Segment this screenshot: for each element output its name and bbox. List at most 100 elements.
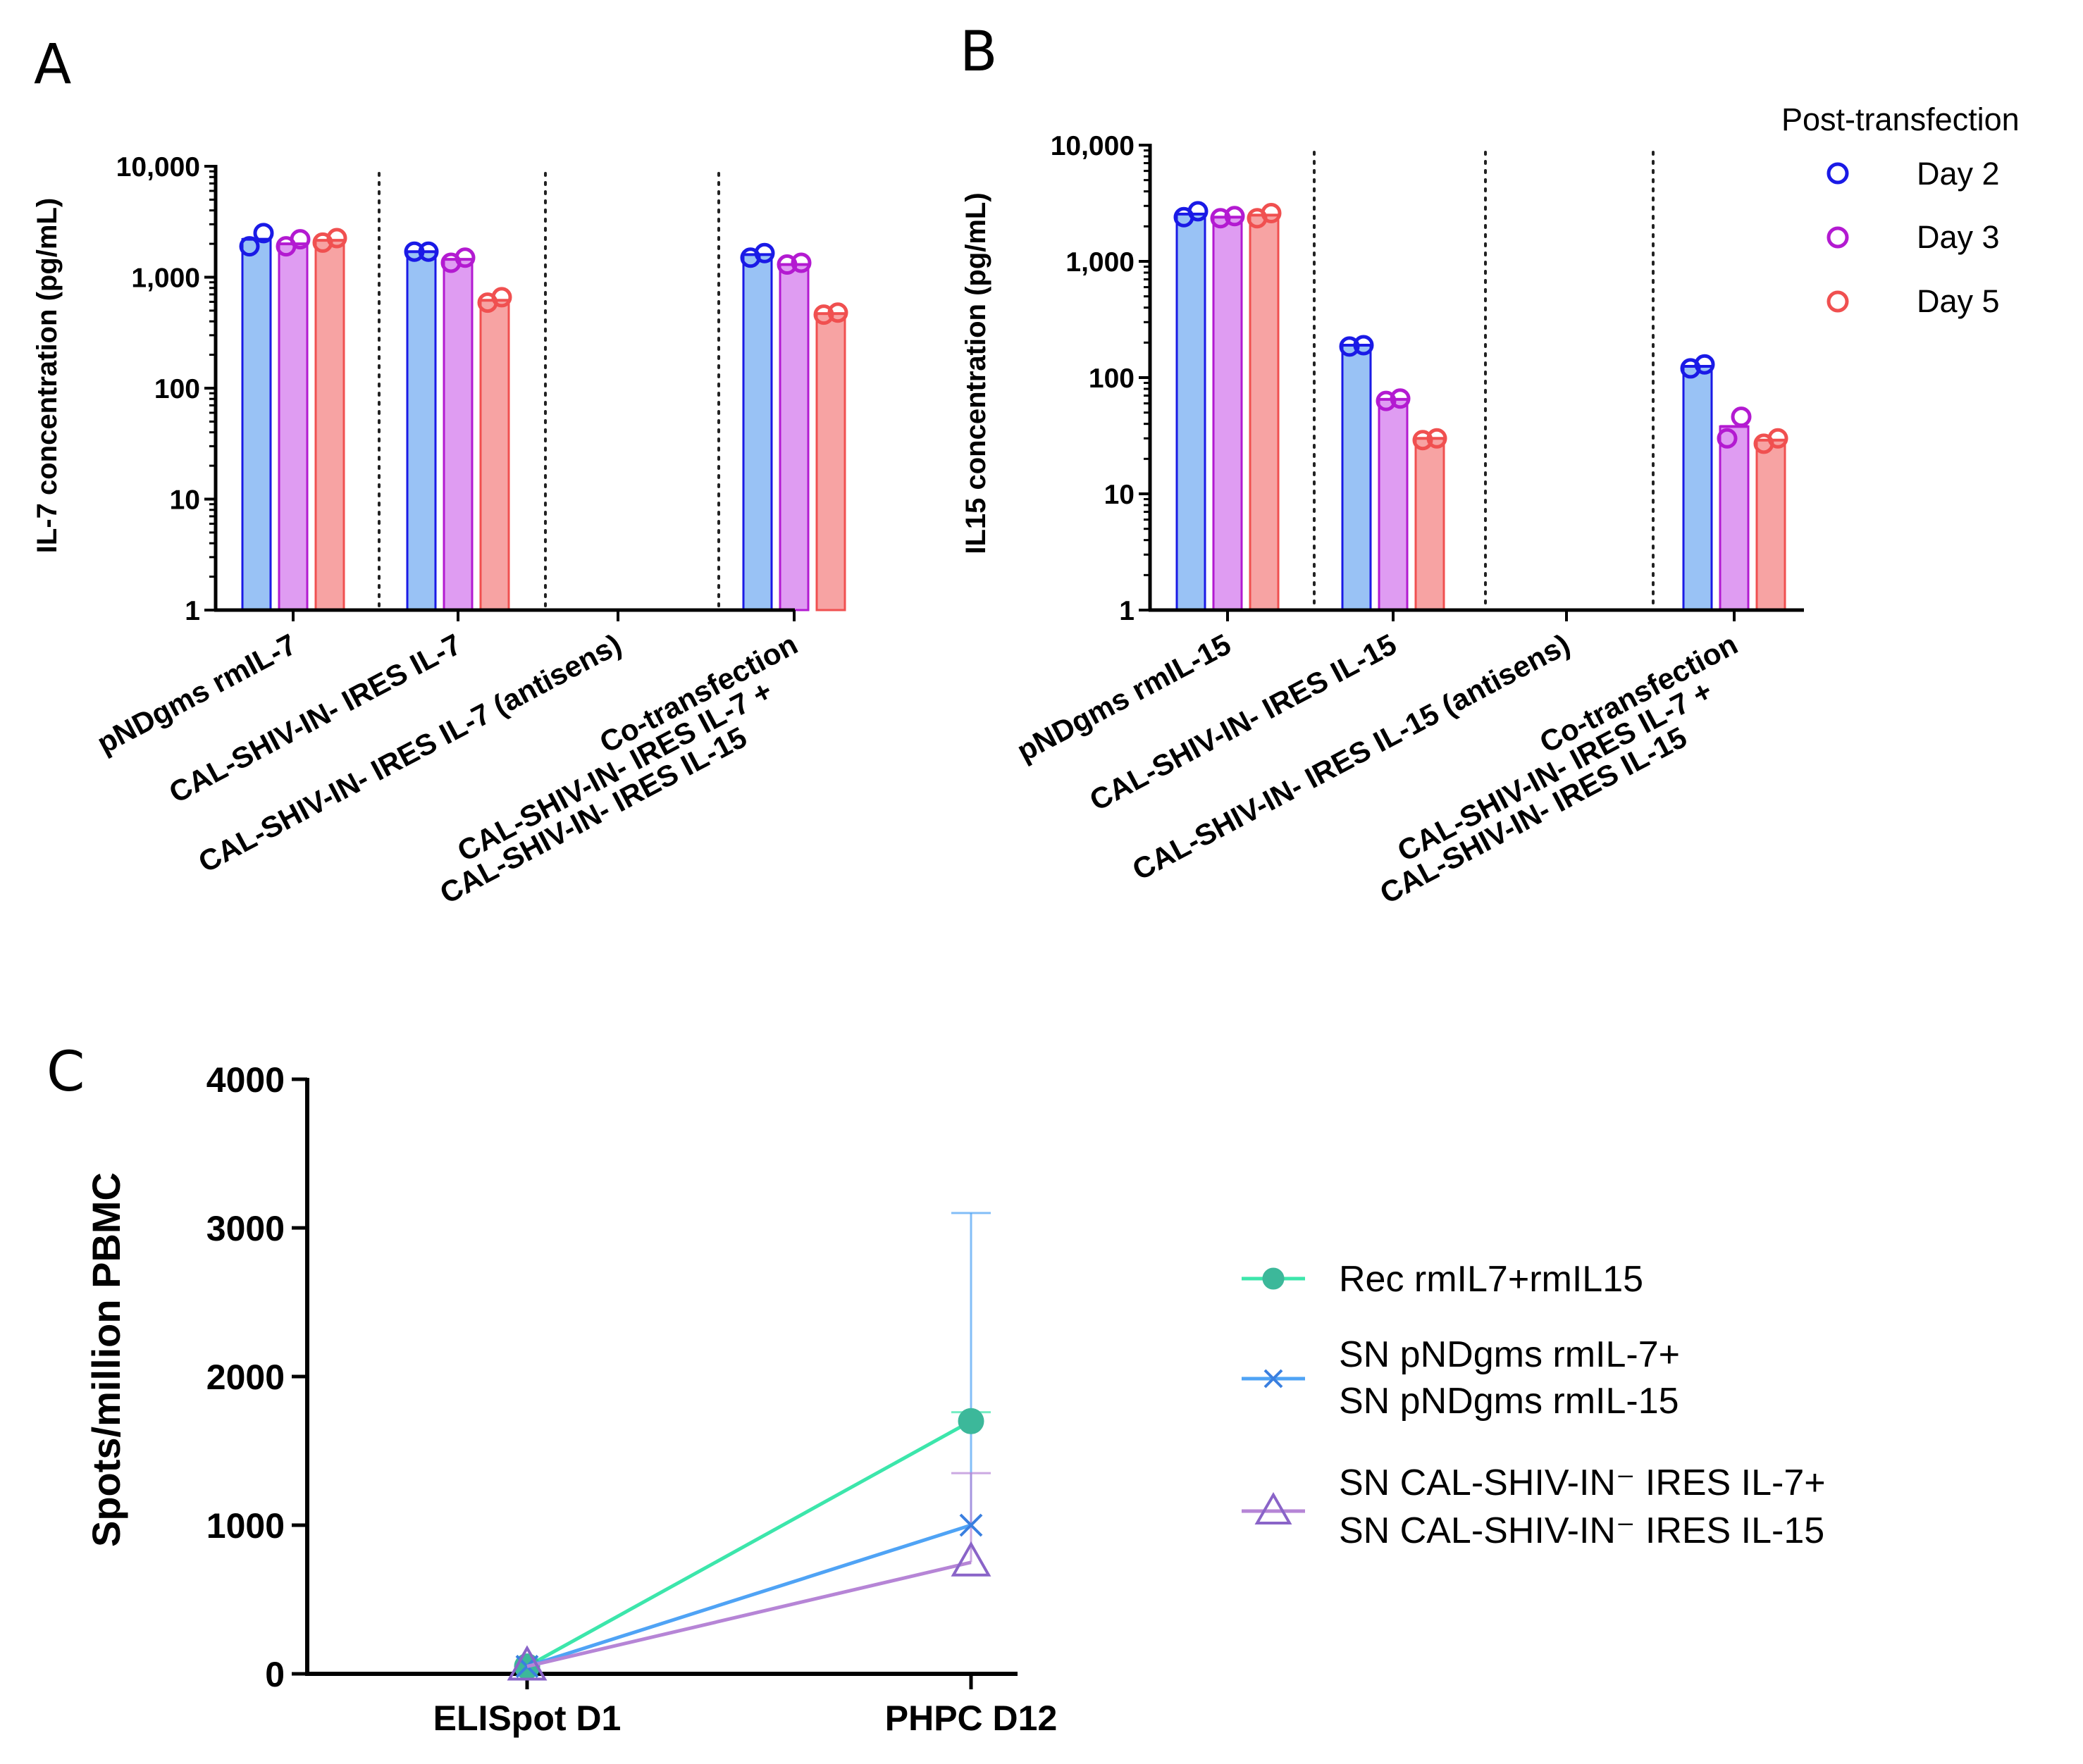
legend-day5-marker: [1827, 290, 1849, 313]
a-category-label: CAL-SHIV-IN- IRES IL-15: [435, 720, 753, 909]
legend-c-snpnd-label-line1: SN pNDgms rmIL-7+: [1339, 1334, 1680, 1375]
b-bar-day5: [1414, 437, 1445, 611]
legend-panel-c: Rec rmIL7+rmIL15 SN pNDgms rmIL-7+ SN pN…: [1242, 1259, 1826, 1551]
c-y-tick-label: 3000: [206, 1209, 285, 1248]
legend-c-snpnd-marker: [1263, 1369, 1283, 1389]
b-point-day3: [1224, 206, 1245, 227]
c-series-line-snpnd: [526, 1523, 972, 1668]
b-point-day2: [1694, 354, 1715, 375]
b-bar-day5: [1755, 439, 1786, 611]
legend-day5-label: Day 5: [1917, 283, 2000, 319]
b-y-tick-label: 10: [1104, 480, 1135, 510]
b-y-tick-label: 10,000: [1051, 131, 1135, 161]
c-point-snpnd: [959, 1513, 983, 1537]
c-series-line-sncal: [526, 1560, 972, 1668]
c-y-tick-label: 1000: [206, 1506, 285, 1546]
legend-title: Post-transfection: [1781, 101, 2020, 137]
legend-day2-label: Day 2: [1917, 156, 2000, 192]
b-point-day2: [1339, 336, 1360, 357]
a-category-label: CAL-SHIV-IN- IRES IL-7: [163, 627, 466, 809]
a-bar-day5: [815, 312, 846, 611]
a-point-day2: [239, 236, 260, 257]
b-point-day5: [1412, 430, 1433, 451]
panel-a-chart: IL-7 concentration (pg/mL) 1 10 100 1,000 10…: [32, 152, 848, 910]
b-bar-day3: [1378, 398, 1409, 611]
a-point-day5: [491, 287, 512, 308]
b-point-day3: [1731, 406, 1752, 428]
a-bar-day2: [241, 238, 272, 611]
panel-letter-b: B: [960, 20, 998, 84]
legend-c-snpnd-label-line2: SN pNDgms rmIL-15: [1339, 1381, 1679, 1422]
a-point-day2: [404, 241, 425, 262]
c-y-tick-label: 0: [265, 1655, 285, 1694]
panel-b-chart: IL15 concentration (pg/mL) 1 10 100 1,000 10…: [960, 131, 1804, 910]
b-bar-day2: [1175, 213, 1206, 611]
a-point-day2: [418, 241, 439, 262]
b-point-day3: [1390, 388, 1411, 409]
c-y-tick-label: 4000: [206, 1060, 285, 1100]
a-bar-day3: [278, 242, 309, 611]
b-point-day3: [1210, 208, 1231, 229]
legend-c-rec-marker: [1262, 1267, 1285, 1290]
a-bar-day5: [479, 299, 510, 611]
c-point-sncal: [951, 1541, 991, 1577]
panel-a-y-axis-label: IL-7 concentration (pg/mL): [32, 198, 63, 553]
c-series-line-rec: [526, 1420, 972, 1668]
b-bar-day2: [1682, 365, 1713, 611]
a-y-tick-label: 1,000: [131, 263, 200, 294]
panel-c-y-axis-label: Spots/million PBMC: [84, 1172, 128, 1547]
b-point-day2: [1187, 201, 1209, 222]
b-y-tick-label: 1,000: [1065, 247, 1135, 278]
b-bar-day3: [1719, 425, 1750, 611]
b-point-day5: [1426, 428, 1447, 449]
a-bar-day2: [406, 250, 437, 611]
legend-day3-label: Day 3: [1917, 219, 2000, 255]
b-bar-day3: [1212, 216, 1243, 611]
b-point-day3: [1376, 390, 1397, 411]
b-y-tick-label: 100: [1089, 364, 1135, 394]
legend-c-sncal-label-line1: SN CAL-SHIV-IN⁻ IRES IL-7+: [1339, 1462, 1826, 1503]
panel-letter-a: A: [34, 33, 71, 97]
c-point-rec: [958, 1408, 984, 1434]
b-point-day2: [1353, 335, 1374, 356]
a-bar-day3: [779, 263, 810, 611]
legend-c-sncal-label-line2: SN CAL-SHIV-IN⁻ IRES IL-15: [1339, 1510, 1824, 1551]
b-point-day5: [1261, 203, 1282, 224]
legend-post-transfection: Post-transfection Day 2 Day 3 Day 5: [1781, 101, 2020, 319]
a-point-day5: [827, 302, 848, 323]
b-bar-day5: [1249, 213, 1280, 611]
a-bar-day2: [742, 253, 773, 611]
a-point-day3: [777, 254, 798, 275]
c-x-tick-label: ELISpot D1: [433, 1698, 622, 1738]
panel-letter-c: C: [47, 1041, 85, 1104]
a-point-day3: [455, 247, 476, 268]
b-bar-day2: [1341, 344, 1372, 611]
panel-c-chart: Spots/million PBMC 0 1000 2000 3000 4000 ELI…: [84, 1060, 1057, 1738]
c-point-sncal: [507, 1645, 548, 1681]
a-point-day3: [290, 229, 311, 250]
a-point-day2: [754, 242, 775, 263]
b-category-label: CAL-SHIV-IN- IRES IL-15: [1084, 627, 1402, 816]
a-bar-day3: [443, 258, 474, 611]
a-bar-day5: [314, 239, 345, 611]
panel-b-y-axis-label: IL15 concentration (pg/mL): [960, 192, 991, 554]
legend-day3-marker: [1827, 226, 1849, 249]
legend-c-sncal-marker: [1254, 1491, 1292, 1524]
legend-day2-marker: [1827, 162, 1849, 185]
a-point-day3: [791, 252, 812, 273]
b-category-label: CAL-SHIV-IN- IRES IL-15: [1375, 720, 1693, 909]
a-y-tick-label: 10,000: [116, 152, 200, 182]
c-y-tick-label: 2000: [206, 1358, 285, 1397]
a-point-day5: [326, 228, 347, 249]
a-y-tick-label: 100: [154, 374, 200, 404]
a-point-day5: [813, 304, 834, 325]
b-point-day5: [1767, 428, 1788, 449]
legend-c-rec-label: Rec rmIL7+rmIL15: [1339, 1259, 1643, 1300]
a-y-tick-label: 10: [170, 485, 200, 516]
b-y-tick-label: 1: [1119, 596, 1135, 626]
c-x-tick-label: PHPC D12: [885, 1698, 1058, 1738]
b-point-day3: [1717, 428, 1738, 449]
a-y-tick-label: 1: [185, 596, 200, 626]
a-point-day2: [253, 223, 274, 244]
